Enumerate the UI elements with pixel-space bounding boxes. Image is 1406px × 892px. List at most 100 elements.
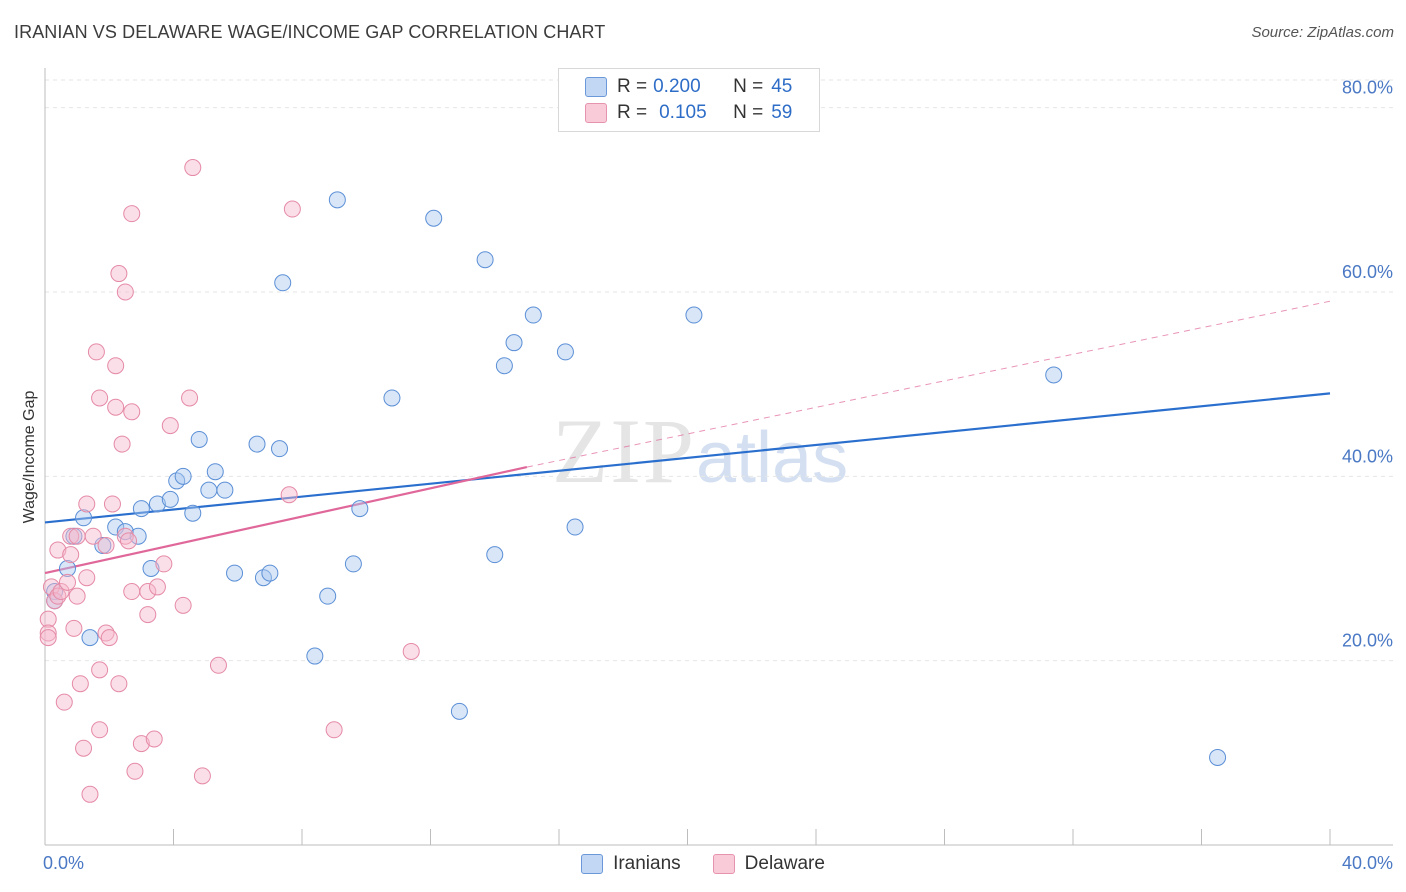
series-legend: Iranians Delaware [0, 851, 1406, 877]
data-point-delaware [71, 675, 89, 693]
series-swatch-delaware [712, 854, 735, 874]
data-point-iranians [132, 500, 150, 518]
data-point-delaware [84, 527, 102, 545]
data-point-iranians [216, 481, 234, 499]
data-point-iranians [116, 523, 134, 541]
data-point-delaware [91, 389, 109, 407]
legend-swatch-iranians [585, 77, 607, 97]
data-point-iranians [476, 251, 494, 269]
series-legend-delaware: Delaware [712, 851, 825, 877]
x-tick-label: 0.0% [43, 853, 84, 873]
data-point-delaware [62, 546, 80, 564]
data-point-delaware [139, 583, 157, 601]
y-tick-label: 80.0% [1342, 78, 1393, 98]
legend-n-value: 59 [771, 102, 793, 123]
data-point-delaware [49, 541, 67, 559]
data-point-iranians [685, 306, 703, 324]
data-point-iranians [505, 334, 523, 352]
data-point-delaware [91, 661, 109, 679]
series-label-iranians: Iranians [613, 853, 681, 874]
data-point-delaware [97, 536, 115, 554]
watermark-atlas: atlas [696, 418, 849, 498]
data-point-iranians [161, 490, 179, 508]
data-point-delaware [116, 527, 134, 545]
data-point-delaware [100, 629, 118, 647]
data-point-delaware [87, 343, 105, 361]
data-point-iranians [450, 702, 468, 720]
data-point-delaware [55, 693, 73, 711]
data-point-iranians [328, 191, 346, 209]
data-point-iranians [486, 546, 504, 564]
data-point-delaware [110, 265, 128, 283]
data-point-delaware [280, 486, 298, 504]
data-point-delaware [103, 495, 121, 513]
data-point-delaware [78, 569, 96, 587]
data-point-delaware [42, 578, 60, 596]
data-point-iranians [274, 274, 292, 292]
legend-r-label: R = [617, 102, 648, 123]
data-point-iranians [344, 555, 362, 573]
tick-labels: 20.0% 40.0% 60.0% 80.0% 0.0% 40.0% Wage/Income… [21, 78, 1393, 873]
data-point-iranians [200, 481, 218, 499]
data-point-delaware [39, 624, 57, 642]
series-swatch-iranians [581, 854, 604, 874]
data-point-delaware [139, 606, 157, 624]
data-point-iranians [46, 583, 64, 601]
data-point-iranians [58, 559, 76, 577]
data-point-delaware [402, 642, 420, 660]
data-point-delaware [49, 587, 67, 605]
data-point-delaware [58, 573, 76, 591]
legend-r-label: R = [617, 76, 648, 97]
data-point-iranians [142, 559, 160, 577]
stats-legend: R = 0.200 N = 45 R = 0.105 N = 59 [558, 68, 820, 132]
data-point-iranians [184, 504, 202, 522]
data-point-iranians [248, 435, 266, 453]
data-point-delaware [283, 200, 301, 218]
y-tick-label: 20.0% [1342, 631, 1393, 651]
legend-row-delaware: R = 0.105 N = 59 [585, 101, 792, 125]
series-label-delaware: Delaware [744, 853, 825, 874]
data-point-delaware [148, 578, 166, 596]
source-label: Source: ZipAtlas.com [1251, 24, 1394, 41]
data-point-delaware [39, 610, 57, 628]
data-point-iranians [425, 209, 443, 227]
data-point-delaware [161, 417, 179, 435]
data-point-delaware [97, 624, 115, 642]
data-point-delaware [65, 619, 83, 637]
data-points [39, 159, 1227, 803]
data-point-delaware [174, 596, 192, 614]
data-point-iranians [383, 389, 401, 407]
data-point-delaware [68, 527, 86, 545]
data-point-delaware [62, 527, 80, 545]
watermark-zip: ZIP [552, 400, 696, 502]
data-point-iranians [1209, 748, 1227, 766]
y-axis-label: Wage/Income Gap [21, 391, 38, 524]
data-point-iranians [1045, 366, 1063, 384]
data-point-delaware [123, 205, 141, 223]
data-point-delaware [132, 735, 150, 753]
data-point-delaware [110, 675, 128, 693]
watermark: ZIPatlas [552, 398, 848, 504]
data-point-delaware [39, 629, 57, 647]
data-point-iranians [495, 357, 513, 375]
data-point-delaware [325, 721, 343, 739]
data-point-iranians [271, 440, 289, 458]
data-point-iranians [81, 629, 99, 647]
trendlines [44, 300, 1331, 575]
data-point-iranians [351, 500, 369, 518]
data-point-iranians [206, 463, 224, 481]
trendline-iranians [44, 392, 1331, 524]
data-point-delaware [120, 532, 138, 550]
data-point-delaware [78, 495, 96, 513]
axes [44, 68, 1393, 846]
data-point-delaware [181, 389, 199, 407]
legend-r-value: 0.105 [659, 102, 707, 123]
data-point-iranians [148, 495, 166, 513]
data-point-delaware [75, 739, 93, 757]
data-point-delaware [113, 435, 131, 453]
data-point-iranians [174, 467, 192, 485]
trendline-delaware [44, 466, 528, 575]
data-point-delaware [81, 785, 99, 803]
legend-n-label: N = [733, 76, 764, 97]
data-point-iranians [75, 509, 93, 527]
